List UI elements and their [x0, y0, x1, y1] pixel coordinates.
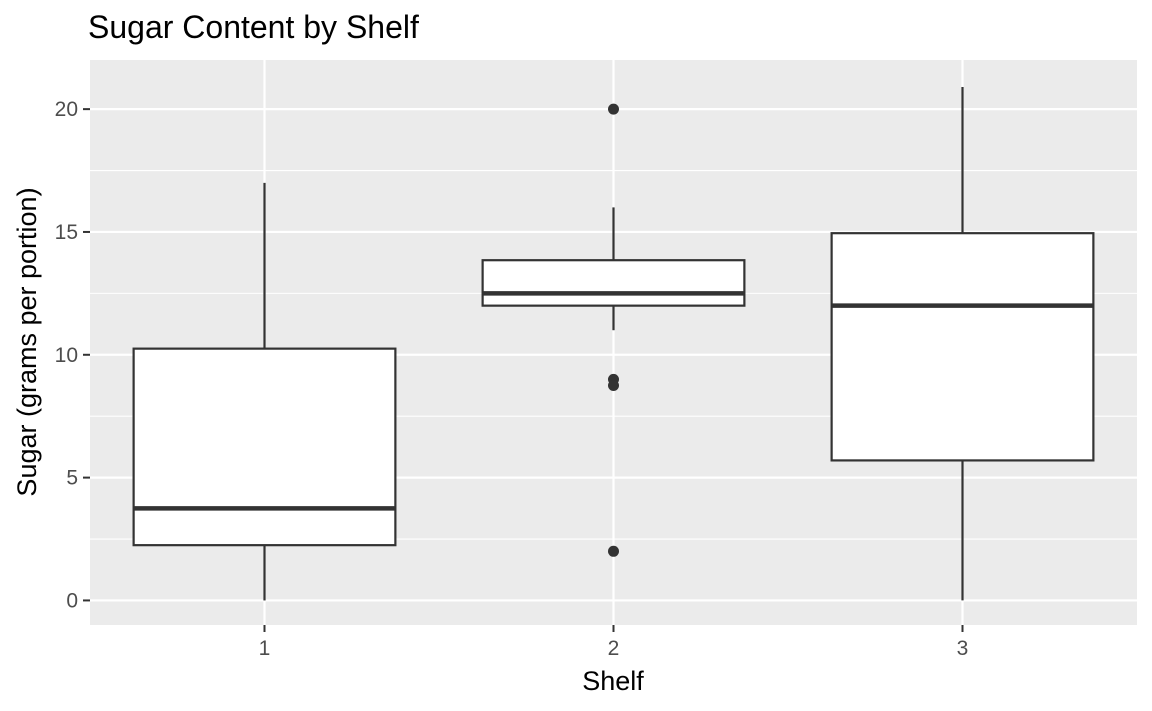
x-tick-label: 1 [259, 637, 271, 660]
box-3 [830, 87, 1095, 601]
boxes [132, 87, 1095, 601]
y-tick-label: 20 [55, 98, 78, 121]
x-tick-label: 2 [608, 637, 620, 660]
outlier-point [608, 103, 619, 115]
y-tick-label: 10 [55, 344, 78, 367]
box-1 [132, 182, 397, 601]
chart-title: Sugar Content by Shelf [88, 9, 419, 45]
x-axis-title: Shelf [582, 666, 644, 696]
box-iqr [830, 232, 1095, 462]
x-axis-ticks: 1 2 3 [259, 625, 969, 660]
box-iqr [481, 259, 746, 307]
y-axis-title: Sugar (grams per portion) [12, 187, 42, 496]
outlier-point [608, 545, 619, 557]
y-axis-ticks: 0 5 10 15 20 [55, 98, 90, 612]
x-tick-label: 3 [957, 637, 969, 660]
box-2 [481, 103, 746, 557]
y-tick-label: 0 [66, 589, 78, 612]
box-iqr [132, 347, 397, 547]
outlier-point [608, 379, 619, 391]
y-tick-label: 5 [66, 467, 78, 490]
y-tick-label: 15 [55, 221, 78, 244]
